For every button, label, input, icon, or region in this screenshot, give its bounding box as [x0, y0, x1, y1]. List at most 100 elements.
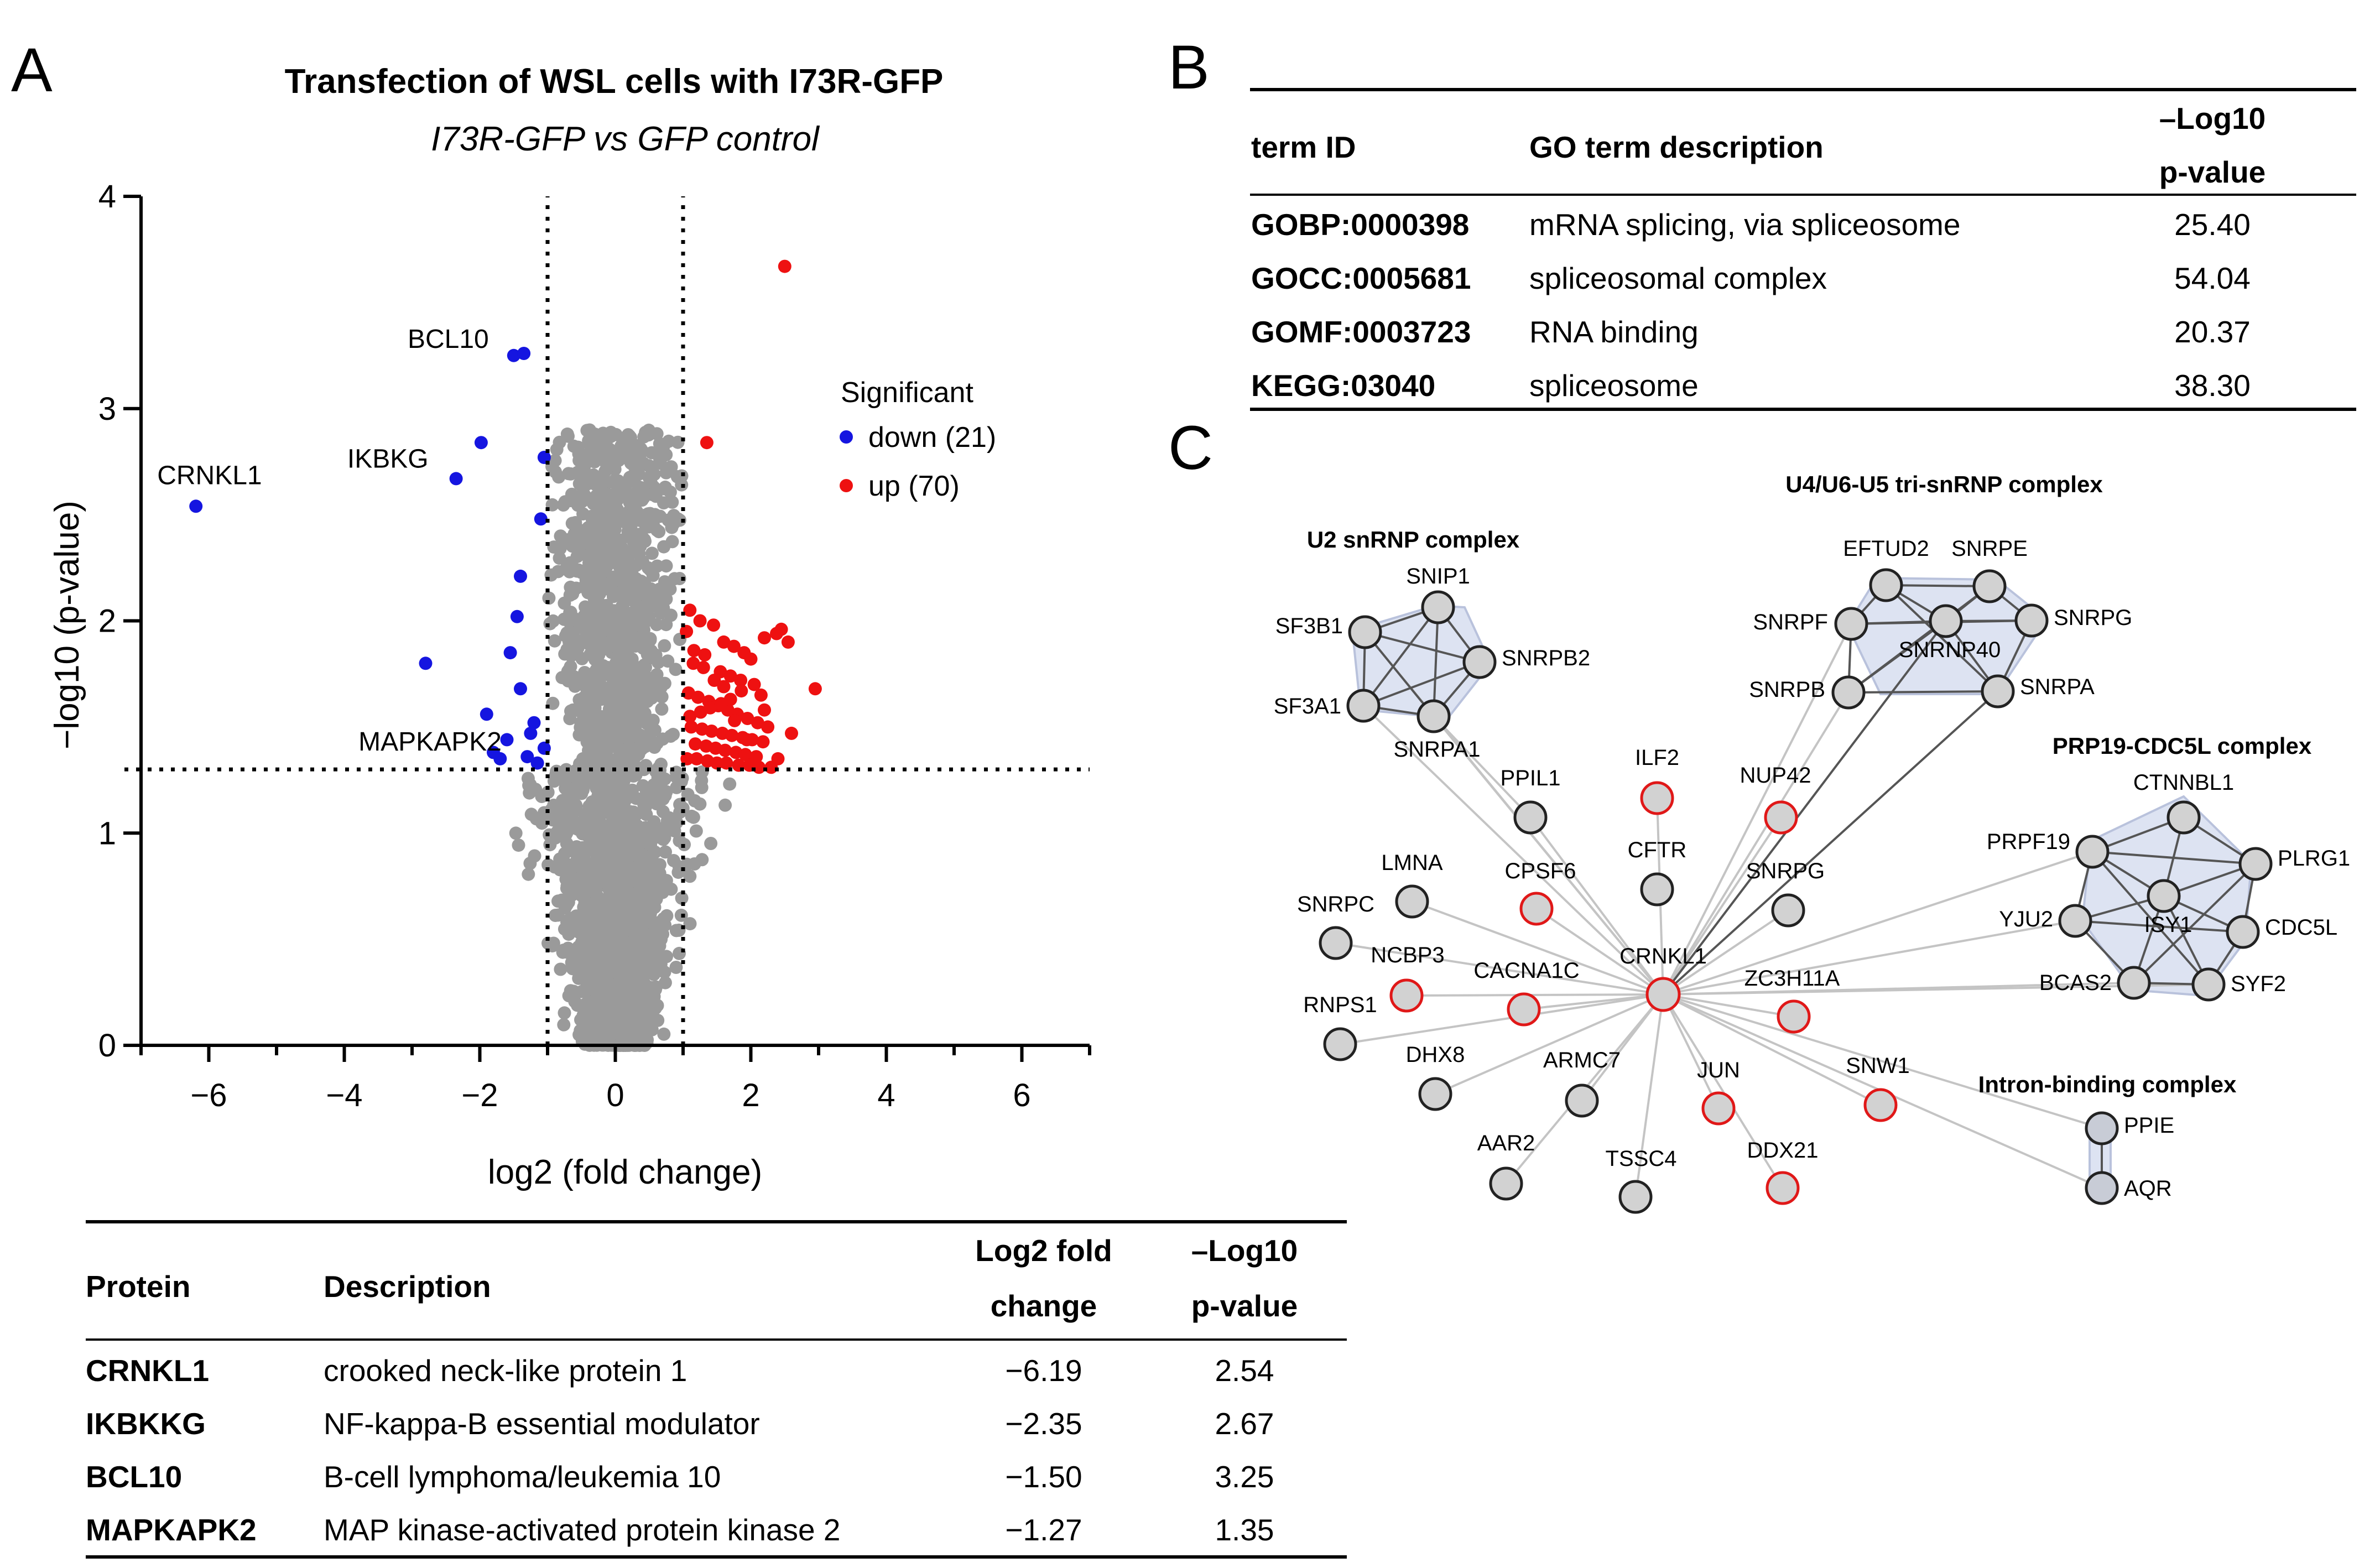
ns-point — [558, 647, 572, 661]
row-p: 1.35 — [1215, 1513, 1274, 1547]
up-point — [689, 737, 702, 751]
network-node[interactable]: NUP42 — [1740, 763, 1811, 835]
network-node[interactable]: ILF2 — [1635, 746, 1679, 815]
up-point — [808, 682, 822, 696]
ns-point — [619, 560, 633, 574]
ns-point — [644, 470, 658, 484]
network-node[interactable]: NCBP3 — [1371, 943, 1445, 1013]
ns-point — [610, 573, 624, 587]
network-node[interactable]: PPIE — [2085, 1111, 2174, 1145]
ns-point — [566, 587, 580, 601]
ns-point — [593, 785, 607, 799]
up-point — [725, 728, 739, 742]
down-point — [530, 756, 544, 770]
network-node[interactable]: SF3B1 — [1275, 614, 1382, 649]
table-row: BCL10 B-cell lymphoma/leukemia 10 −1.50 … — [86, 1460, 1274, 1494]
ns-point — [647, 895, 661, 909]
y-axis-label: −log10 (p-value) — [48, 501, 86, 749]
up-point — [707, 674, 721, 687]
header-fc-line2: change — [991, 1289, 1097, 1323]
up-point — [751, 716, 764, 730]
ns-point — [522, 867, 535, 881]
y-tick-label: 2 — [98, 603, 116, 639]
network-node[interactable]: TSSC4 — [1606, 1147, 1677, 1214]
network-node[interactable]: CPSF6 — [1505, 859, 1576, 926]
network-node-center[interactable]: CRNKL1 — [1619, 944, 1707, 1012]
up-point — [770, 627, 783, 640]
ns-point — [624, 981, 638, 994]
ns-point — [634, 728, 648, 742]
down-point — [503, 646, 517, 660]
network-node[interactable]: CDC5L — [2226, 915, 2337, 949]
network-node[interactable]: SNIP1 — [1406, 564, 1470, 624]
row-p: 2.54 — [1215, 1353, 1274, 1388]
down-point — [517, 347, 531, 360]
ns-point — [643, 507, 657, 520]
row-protein: BCL10 — [86, 1460, 182, 1494]
ns-point — [669, 663, 683, 676]
network-node[interactable]: SNRPB2 — [1462, 645, 1590, 679]
network-node[interactable]: PLRG1 — [2238, 846, 2350, 881]
ns-point — [558, 847, 571, 861]
network-node[interactable]: CACNA1C — [1473, 958, 1580, 1027]
ns-point — [723, 777, 737, 791]
network-node[interactable]: YJU2 — [1999, 904, 2092, 938]
table-row: IKBKKG NF-kappa-B essential modulator −2… — [86, 1406, 1274, 1441]
ns-point — [589, 430, 602, 444]
network-node[interactable]: ZC3H11A — [1744, 966, 1840, 1034]
network-node[interactable]: SNRNP40 — [1899, 604, 2001, 662]
network-node[interactable]: CFTR — [1628, 838, 1687, 907]
node-label: DDX21 — [1747, 1138, 1819, 1163]
ns-point — [556, 498, 570, 512]
network-node[interactable]: LMNA — [1381, 851, 1443, 919]
network-node[interactable]: ARMC7 — [1543, 1048, 1621, 1118]
network-node[interactable]: SYF2 — [2191, 967, 2286, 1002]
network-node[interactable]: SNW1 — [1846, 1054, 1910, 1122]
network-node[interactable]: SNRPA1 — [1393, 699, 1481, 762]
ns-point — [586, 450, 600, 463]
ns-point — [643, 596, 657, 610]
ns-point — [658, 965, 671, 979]
network-node[interactable]: ISY1 — [2144, 879, 2192, 937]
network-node[interactable]: SNRPB — [1749, 675, 1866, 710]
network-node[interactable]: DDX21 — [1747, 1138, 1819, 1205]
network-node[interactable]: SNRPA — [1981, 674, 2095, 709]
network-node[interactable]: CTNNBL1 — [2133, 770, 2234, 835]
network-node[interactable]: EFTUD2 — [1843, 536, 1929, 602]
node-label: RNPS1 — [1303, 993, 1377, 1017]
up-point — [717, 635, 731, 649]
network-node[interactable]: PRPF19 — [1987, 830, 2110, 869]
row-description: B-cell lymphoma/leukemia 10 — [324, 1460, 721, 1494]
network-node[interactable]: SNRPG — [1746, 859, 1825, 928]
network-node[interactable]: SNRPE — [1951, 536, 2028, 603]
node-label: PPIE — [2124, 1113, 2174, 1138]
ns-point — [610, 829, 624, 843]
network-node[interactable]: PPIL1 — [1501, 766, 1561, 835]
node-label: SNRNP40 — [1899, 638, 2001, 662]
ns-point — [624, 888, 638, 902]
ns-point — [600, 928, 613, 941]
ns-point — [619, 657, 633, 671]
down-point — [487, 746, 500, 759]
up-point — [720, 756, 733, 770]
ns-point — [584, 616, 598, 629]
network-node[interactable]: JUN — [1697, 1058, 1740, 1126]
network-node[interactable]: SNRPF — [1753, 607, 1868, 641]
ns-point — [509, 826, 523, 840]
ns-point — [629, 957, 643, 971]
network-node[interactable]: DHX8 — [1406, 1043, 1465, 1111]
x-tick-label: −2 — [461, 1077, 498, 1113]
network-node[interactable]: AAR2 — [1477, 1131, 1535, 1201]
network-node[interactable]: BCAS2 — [2039, 966, 2151, 1000]
network-node[interactable]: AQR — [2085, 1171, 2172, 1205]
point-annotations: CRNKL1 IKBKG BCL10 MAPKAPK2 — [157, 325, 502, 757]
y-tick-label: 1 — [98, 815, 116, 851]
network-node[interactable]: SF3A1 — [1274, 689, 1381, 723]
go-term-id: GOBP:0000398 — [1251, 207, 1469, 242]
node-label: ZC3H11A — [1744, 966, 1840, 991]
network-node[interactable]: RNPS1 — [1303, 993, 1377, 1061]
network-node[interactable]: SNRPG — [2014, 603, 2132, 638]
go-term-id: KEGG:03040 — [1251, 368, 1435, 403]
row-description: MAP kinase-activated protein kinase 2 — [324, 1513, 841, 1547]
network-node[interactable]: SNRPC — [1297, 892, 1374, 960]
